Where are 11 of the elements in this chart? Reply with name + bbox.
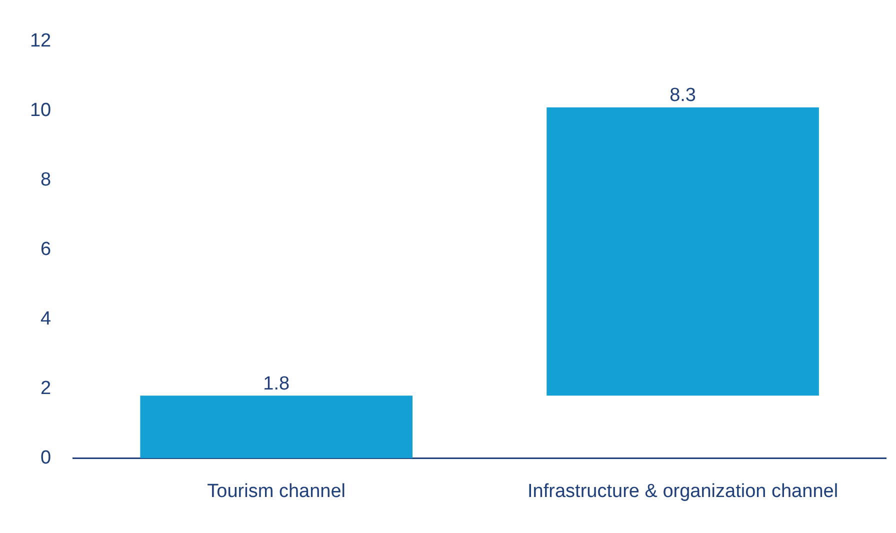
y-tick-label: 2: [40, 378, 52, 399]
data-label: 1.8: [263, 373, 290, 394]
y-tick-label: 8: [40, 170, 52, 191]
y-tick-label: 0: [40, 447, 52, 468]
y-tick-label: 6: [40, 239, 52, 260]
y-tick-label: 10: [30, 100, 52, 122]
y-tick-label: 4: [40, 308, 52, 330]
x-tick-label: Tourism channel: [207, 480, 346, 502]
y-tick-label: 12: [30, 30, 52, 52]
x-tick-label: Infrastructure & organization channel: [528, 480, 838, 502]
data-label: 8.3: [670, 85, 696, 106]
